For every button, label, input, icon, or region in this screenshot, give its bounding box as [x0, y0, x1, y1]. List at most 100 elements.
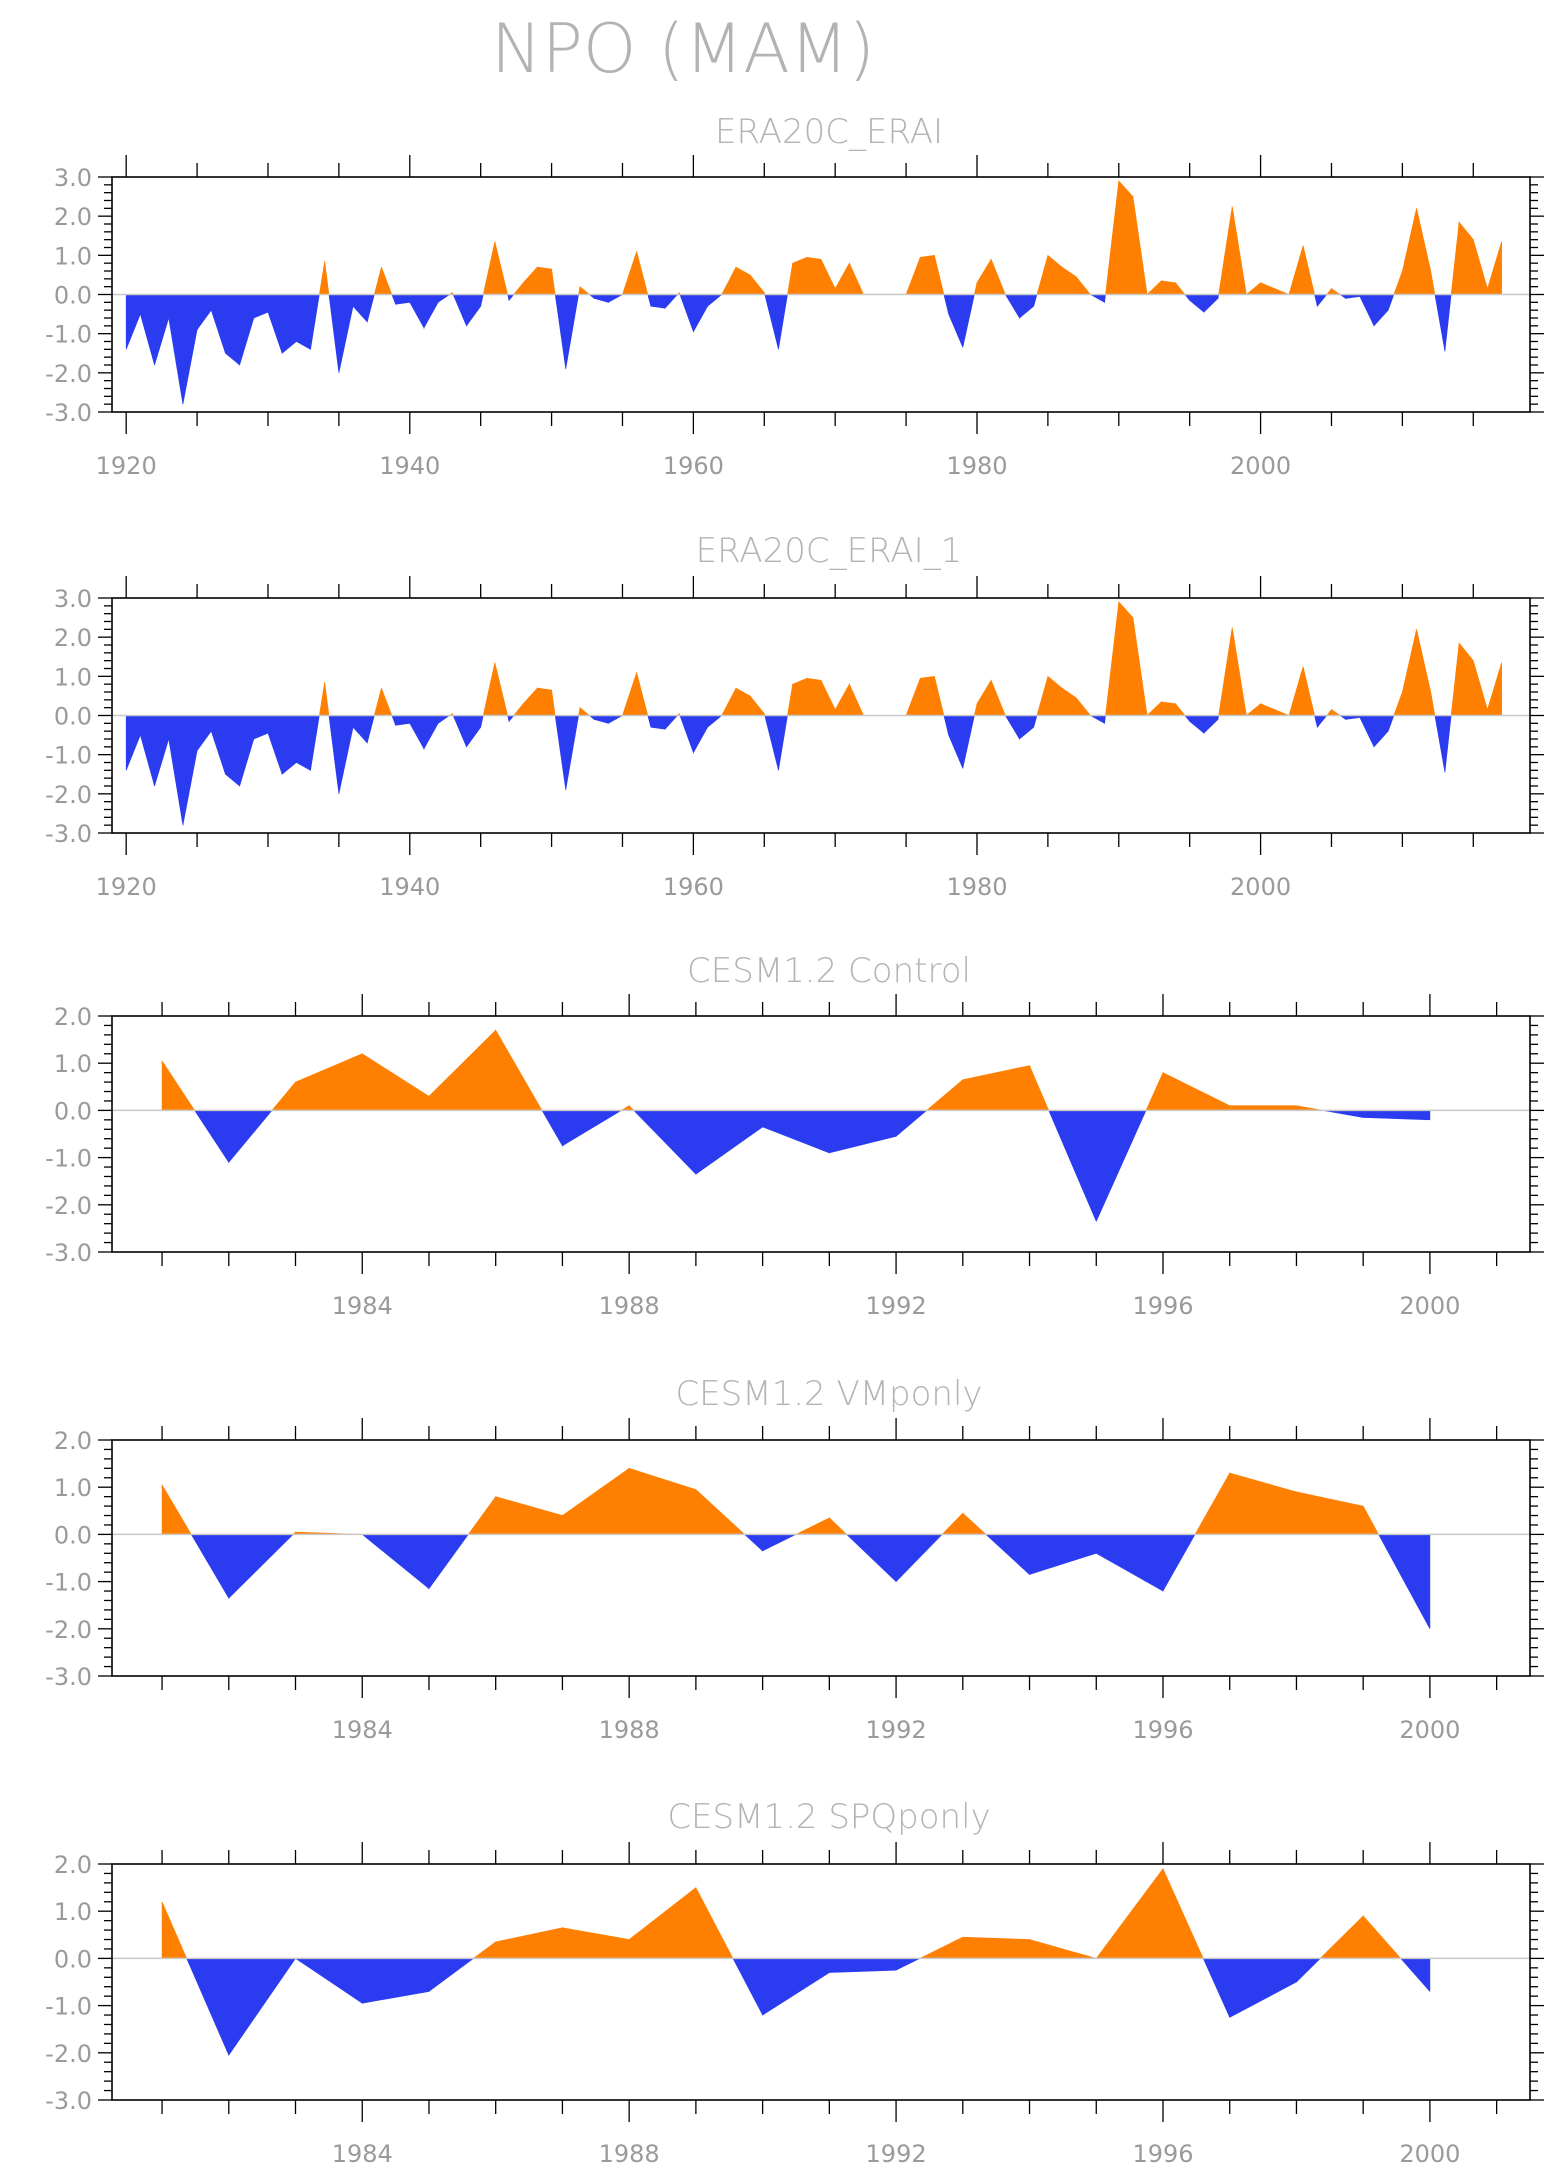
positive-area: [1231, 206, 1247, 295]
x-tick-label: 1992: [866, 1716, 927, 1744]
positive-area: [1472, 239, 1488, 295]
x-tick-label: 2000: [1230, 452, 1291, 480]
x-tick-label: 1984: [332, 1716, 393, 1744]
negative-area: [593, 294, 609, 303]
y-tick-label: 2.0: [54, 1851, 92, 1879]
y-tick-label: 0.0: [54, 1945, 92, 1973]
negative-area: [423, 715, 439, 750]
positive-area: [834, 262, 850, 295]
y-tick-label: -3.0: [45, 1239, 92, 1267]
negative-area: [452, 715, 467, 747]
chart-panel-4: CESM1.2 VMponly 2.0 1.0 0.0 -1.0 -2.0 -3.0 1984…: [45, 1374, 1544, 1744]
y-tick-label: 1.0: [54, 242, 92, 270]
positive-area: [428, 1029, 496, 1111]
positive-area: [1362, 1915, 1402, 1959]
positive-area: [579, 286, 591, 295]
positive-area: [820, 259, 836, 295]
positive-area: [1331, 709, 1341, 716]
positive-area: [1146, 701, 1162, 716]
positive-area: [1402, 208, 1417, 295]
y-tick-label: -1.0: [45, 1145, 92, 1173]
negative-area: [829, 1958, 897, 1973]
positive-area: [373, 688, 382, 716]
positive-area: [482, 662, 496, 716]
x-tick-label: 1996: [1132, 2140, 1193, 2168]
positive-area: [381, 266, 393, 295]
negative-area: [310, 715, 320, 771]
negative-area: [281, 294, 297, 354]
positive-area: [1061, 266, 1077, 295]
x-tick-label: 1992: [866, 1292, 927, 1320]
positive-area: [373, 267, 382, 295]
x-tick-label: 1988: [599, 1716, 660, 1744]
negative-area: [1090, 715, 1105, 724]
negative-area: [1317, 715, 1328, 729]
negative-area: [650, 715, 666, 730]
negative-area: [1029, 1534, 1097, 1575]
negative-area: [437, 294, 451, 303]
positive-area: [919, 675, 935, 716]
negative-area: [1019, 715, 1034, 740]
positive-area: [1458, 221, 1474, 295]
positive-area: [792, 677, 808, 716]
negative-area: [296, 294, 311, 350]
x-tick-label: 1960: [663, 873, 724, 901]
positive-area: [934, 255, 945, 295]
positive-area: [1029, 1065, 1050, 1111]
positive-area: [381, 687, 393, 716]
negative-area: [190, 1534, 230, 1600]
positive-area: [636, 672, 649, 716]
negative-area: [1033, 294, 1038, 307]
x-tick-label: 2000: [1399, 2140, 1460, 2168]
negative-area: [352, 715, 368, 744]
positive-area: [1326, 287, 1332, 295]
negative-area: [554, 715, 567, 790]
positive-area: [1245, 703, 1261, 716]
x-tick-label: 1920: [96, 452, 157, 480]
negative-area: [647, 715, 652, 728]
negative-area: [140, 294, 155, 366]
negative-area: [154, 294, 170, 366]
positive-area: [495, 1496, 563, 1535]
positive-area: [161, 1483, 192, 1535]
y-tick-label: -3.0: [45, 1663, 92, 1691]
negative-area: [664, 294, 679, 309]
y-tick-label: 3.0: [54, 164, 92, 192]
positive-area: [628, 1467, 697, 1535]
negative-area: [593, 715, 609, 724]
positive-area: [1362, 1505, 1380, 1535]
chart-panel-3: CESM1.2 Control 2.0 1.0 0.0 -1.0 -2.0 -3.0 1984…: [45, 951, 1544, 1320]
positive-area: [1047, 254, 1063, 295]
positive-area: [495, 1927, 563, 1959]
negative-area: [679, 294, 694, 332]
negative-area: [1434, 294, 1446, 352]
positive-area: [1047, 675, 1063, 716]
negative-area: [228, 1110, 273, 1164]
negative-area: [895, 1534, 943, 1583]
positive-area: [962, 1512, 987, 1535]
positive-area: [494, 662, 509, 716]
y-tick-label: 1.0: [54, 1050, 92, 1078]
positive-area: [1450, 643, 1460, 716]
plot-frame: [111, 1015, 1531, 1253]
negative-area: [948, 715, 964, 769]
positive-area: [324, 682, 330, 716]
positive-area: [1326, 708, 1332, 716]
positive-area: [495, 1029, 543, 1111]
negative-area: [328, 294, 340, 373]
negative-area: [778, 294, 788, 350]
negative-area: [253, 715, 269, 740]
panel-title: ERA20C_ERAI_1: [696, 531, 963, 571]
negative-area: [294, 1958, 363, 2004]
positive-area: [1095, 1867, 1164, 1959]
negative-area: [1189, 715, 1205, 734]
positive-area: [990, 259, 1006, 295]
y-tick-label: -2.0: [45, 2040, 92, 2068]
negative-area: [1434, 715, 1446, 773]
positive-area: [551, 268, 556, 295]
negative-area: [1004, 294, 1020, 320]
negative-area: [1019, 294, 1034, 319]
positive-area: [849, 263, 865, 295]
positive-area: [1319, 1915, 1364, 1959]
negative-area: [466, 715, 481, 748]
